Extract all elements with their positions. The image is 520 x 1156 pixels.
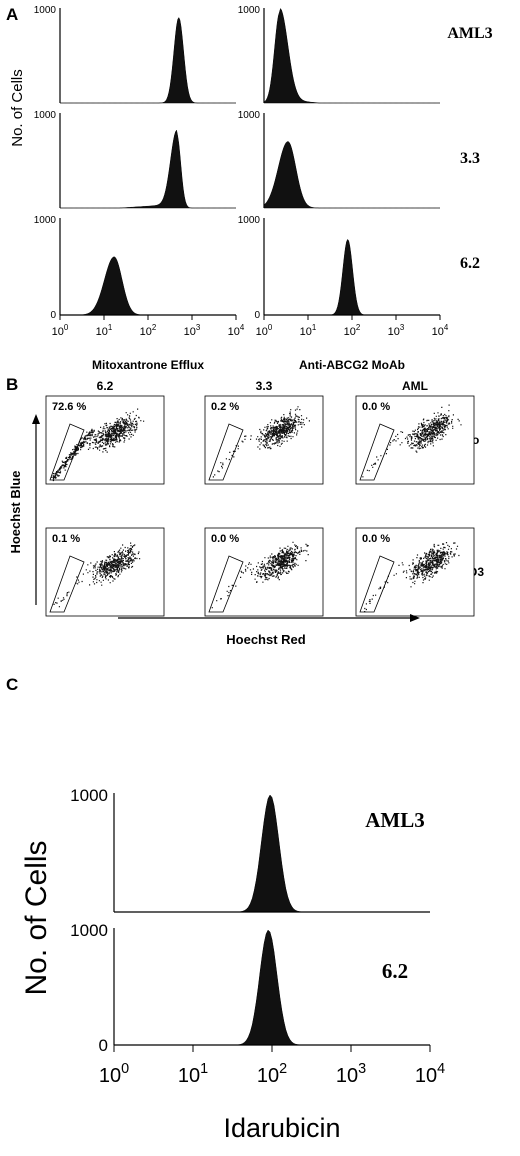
hoechst-blue-arrowhead: [32, 414, 40, 424]
panel-a-row-label: 3.3: [460, 150, 480, 167]
dot-plot-events: [362, 404, 462, 478]
percent-label-background: [359, 531, 397, 544]
panel-a-x-tick-label: 102: [344, 323, 361, 338]
panel-a-y-tick-zero: 0: [254, 310, 260, 321]
panel-a-x-tick-label: 103: [388, 323, 405, 338]
dot-plot-events: [364, 542, 460, 613]
side-population-gate: [359, 423, 395, 481]
panel-a-x-tick-label: 100: [256, 323, 273, 338]
panel-a-y-tick-top: 1000: [34, 110, 57, 121]
percent-label: 72.6 %: [52, 401, 86, 413]
panel-c-row-label: AML3: [365, 808, 425, 832]
panel-c-y-tick-zero: 0: [99, 1036, 108, 1055]
side-population-gate: [208, 423, 244, 481]
panel-b-column-label: AML: [402, 379, 428, 393]
percent-label-background: [208, 531, 246, 544]
dot-plot: 0.2 %: [204, 395, 324, 485]
dot-plot-events: [51, 408, 145, 482]
panel-a-x-label: Mitoxantrone Efflux: [92, 358, 204, 372]
percent-label: 0.0 %: [362, 533, 390, 545]
panel-a-y-tick-top: 1000: [238, 215, 261, 226]
panel-b-column-label: 6.2: [97, 379, 114, 393]
side-population-gate: [49, 423, 85, 481]
panel-a-y-tick-top: 1000: [34, 5, 57, 16]
panel-c-x-tick-label: 100: [99, 1061, 129, 1087]
dot-plot-events: [212, 406, 310, 478]
dot-plot: 0.1 %: [45, 527, 165, 617]
panel-c-y-tick-top: 1000: [70, 786, 108, 805]
dot-plot: 72.6 %: [45, 395, 165, 485]
dot-plot: 0.0 %: [355, 527, 475, 617]
panel-a-y-tick-top: 1000: [238, 110, 261, 121]
panel-a-x-tick-label: 101: [300, 323, 317, 338]
panel-a-histogram: [264, 238, 440, 316]
panel-a-histogram: [60, 256, 236, 316]
panel-c-y-tick-top: 1000: [70, 921, 108, 940]
panel-a-histogram: [263, 141, 440, 209]
panel-a-letter: A: [6, 5, 18, 24]
panel-c-histogram: [114, 929, 430, 1046]
panel-c: C 1000 AML3 1000 0 6.2 100 101 102 103 104 Idarubic…: [6, 675, 445, 1143]
dot-plot: 0.0 %: [204, 527, 324, 617]
percent-label: 0.0 %: [362, 401, 390, 413]
panel-a-x-tick-label: 104: [228, 323, 245, 338]
panel-a-x-tick-label: 100: [52, 323, 69, 338]
panel-a-histogram: [263, 7, 440, 104]
side-population-gate: [208, 555, 244, 613]
dot-plot: 0.0 %: [355, 395, 475, 485]
panel-a-histogram: [60, 129, 236, 209]
percent-label-background: [359, 399, 397, 412]
percent-label: 0.2 %: [211, 401, 239, 413]
panel-a-y-tick-top: 1000: [34, 215, 57, 226]
percent-label-background: [49, 531, 87, 544]
dot-plot-events: [53, 542, 141, 608]
panel-b-x-label: Hoechst Red: [226, 632, 306, 647]
panel-b-letter: B: [6, 375, 18, 394]
side-population-gate: [359, 555, 395, 613]
percent-label-background: [49, 399, 87, 412]
panel-a: A 1000 1000 AML3 1000 1000 3.3 1000 0 1000 0 6.2 100…: [6, 5, 493, 372]
panel-a-row-label: 6.2: [460, 255, 480, 272]
panel-a-histogram: [60, 16, 236, 104]
panel-c-letter: C: [6, 675, 18, 694]
panel-c-x-label: Idarubicin: [223, 1113, 340, 1143]
panel-c-x-tick-label: 101: [178, 1061, 208, 1087]
panel-b-column-label: 3.3: [256, 379, 273, 393]
panel-a-y-label: No. of Cells: [9, 69, 26, 147]
panel-a-x-tick-label: 101: [96, 323, 113, 338]
panel-c-y-label: No. of Cells: [20, 840, 53, 995]
dot-plot-events: [211, 541, 309, 609]
percent-label: 0.0 %: [211, 533, 239, 545]
panel-b: B6.23.3AMLIso72.6 %0.2 %0.0 %5D30.1 %0.0…: [6, 375, 484, 647]
panel-a-y-tick-top: 1000: [238, 5, 261, 16]
panel-c-row-label: 6.2: [382, 959, 408, 983]
side-population-gate: [49, 555, 85, 613]
hoechst-red-arrowhead: [410, 614, 420, 622]
panel-c-x-tick-label: 104: [415, 1061, 445, 1087]
panel-c-x-tick-label: 103: [336, 1061, 366, 1087]
percent-label: 0.1 %: [52, 533, 80, 545]
panel-b-y-label: Hoechst Blue: [8, 470, 23, 553]
panel-a-x-tick-label: 103: [184, 323, 201, 338]
panel-c-x-tick-label: 102: [257, 1061, 287, 1087]
panel-a-y-tick-zero: 0: [50, 310, 56, 321]
percent-label-background: [208, 399, 246, 412]
panel-a-x-tick-label: 102: [140, 323, 157, 338]
panel-a-x-tick-label: 104: [432, 323, 449, 338]
panel-a-x-label: Anti-ABCG2 MoAb: [299, 358, 405, 372]
panel-a-row-label: AML3: [447, 25, 492, 42]
